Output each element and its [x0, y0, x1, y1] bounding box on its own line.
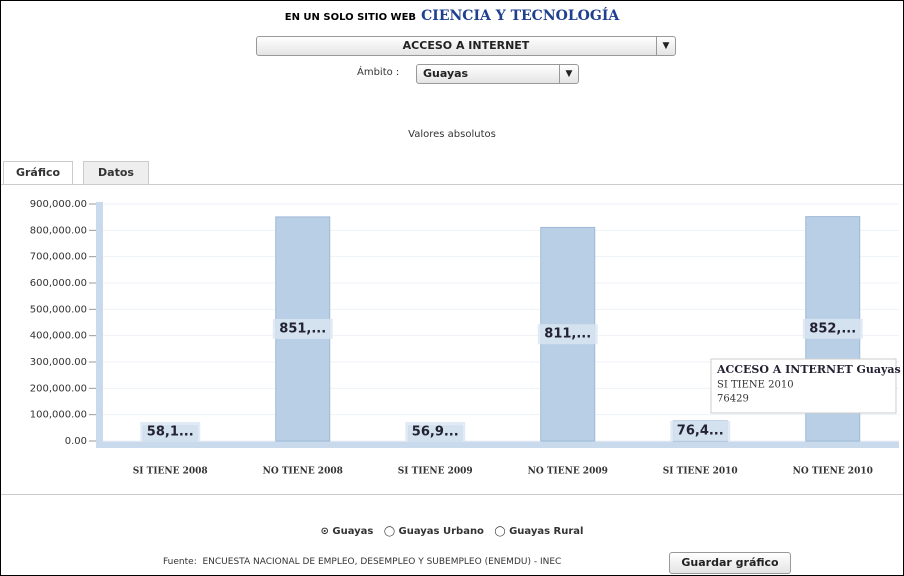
y-tick-label: 900,000.00 — [30, 199, 87, 210]
value-label-box — [670, 420, 731, 441]
y-tick-label: 200,000.00 — [30, 383, 87, 394]
header-prefix: EN UN SOLO SITIO WEB — [284, 12, 417, 23]
y-tick-label: 500,000.00 — [30, 304, 87, 315]
y-axis — [96, 202, 103, 441]
x-tick-label: SI TIENE 2010 — [663, 467, 738, 477]
x-tick-label: NO TIENE 2010 — [793, 467, 873, 477]
radio-label: Guayas — [332, 526, 374, 537]
tooltip-value: 76429 — [717, 394, 749, 405]
value-label: 58,1... — [147, 425, 194, 440]
radio[interactable]: ◯ Guayas Rural — [494, 526, 584, 537]
scope-value: Guayas — [423, 67, 469, 80]
y-tick-label: 100,000.00 — [30, 410, 87, 421]
header-title: CIENCIA Y TECNOLOGÍA — [421, 8, 620, 24]
y-tick-label: 600,000.00 — [30, 278, 87, 289]
dropdown-arrow: ▼ — [656, 37, 675, 55]
chart: 0.00 100,000.00 200,000.00 300,000.00 400,00… — [30, 199, 901, 477]
source: Fuente: ENCUESTA NACIONAL DE EMPLEO, DES… — [163, 557, 561, 567]
tooltip-category: SI TIENE 2010 — [717, 380, 794, 391]
radio[interactable]: ◯ Guayas Urbano — [383, 526, 484, 537]
x-tick-label: SI TIENE 2008 — [133, 467, 208, 477]
radio-label: Guayas Rural — [509, 526, 584, 537]
value-label: 851,... — [279, 321, 326, 336]
x-axis — [96, 441, 899, 448]
tooltip — [710, 358, 897, 414]
x-tick-label: NO TIENE 2009 — [528, 467, 608, 477]
chart-subtitle: Valores absolutos — [408, 129, 496, 140]
value-label: 852,... — [809, 321, 856, 336]
indicator-value: ACCESO A INTERNET — [402, 39, 530, 52]
source-label: Fuente: — [163, 557, 197, 567]
y-tick-label: 300,000.00 — [30, 357, 87, 368]
scope-dropdown[interactable]: Guayas ▼ — [416, 64, 579, 84]
value-label-box — [537, 324, 598, 345]
indicator-dropdown[interactable]: ACCESO A INTERNET ▼ — [256, 36, 676, 56]
scope-label: Ámbito : — [357, 67, 400, 78]
value-label: 56,9... — [412, 425, 459, 440]
dropdown-arrow: ▼ — [559, 65, 578, 83]
tooltip-title: ACCESO A INTERNET Guayas — [716, 363, 901, 376]
y-tick-label: 400,000.00 — [30, 331, 87, 342]
divider — [1, 184, 903, 185]
value-label: 76,4... — [677, 423, 724, 438]
value-label-box — [140, 422, 201, 442]
header: EN UN SOLO SITIO WEB CIENCIA Y TECNOLOGÍ… — [1, 5, 903, 24]
value-label-box — [272, 318, 333, 339]
y-tick-label: 0.00 — [65, 436, 87, 447]
save-button[interactable]: Guardar gráfico — [669, 552, 791, 574]
x-tick-label: NO TIENE 2008 — [263, 467, 343, 477]
source-text: ENCUESTA NACIONAL DE EMPLEO, DESEMPLEO Y… — [202, 557, 562, 567]
tab[interactable]: Datos — [83, 161, 149, 184]
x-tick-label: SI TIENE 2009 — [398, 467, 473, 477]
radio-label: Guayas Urbano — [398, 526, 484, 537]
value-label-box — [802, 318, 863, 339]
tab-active[interactable]: Gráfico — [3, 161, 73, 184]
divider — [1, 494, 903, 495]
radio[interactable]: ⊙ Guayas — [320, 526, 374, 537]
y-tick-label: 800,000.00 — [30, 225, 87, 236]
y-tick-label: 700,000.00 — [30, 252, 87, 263]
value-label-box — [405, 422, 466, 442]
value-label: 811,... — [544, 327, 591, 342]
radio-group: ⊙ Guayas ◯ Guayas Urbano ◯ Guayas Rural — [1, 526, 903, 537]
